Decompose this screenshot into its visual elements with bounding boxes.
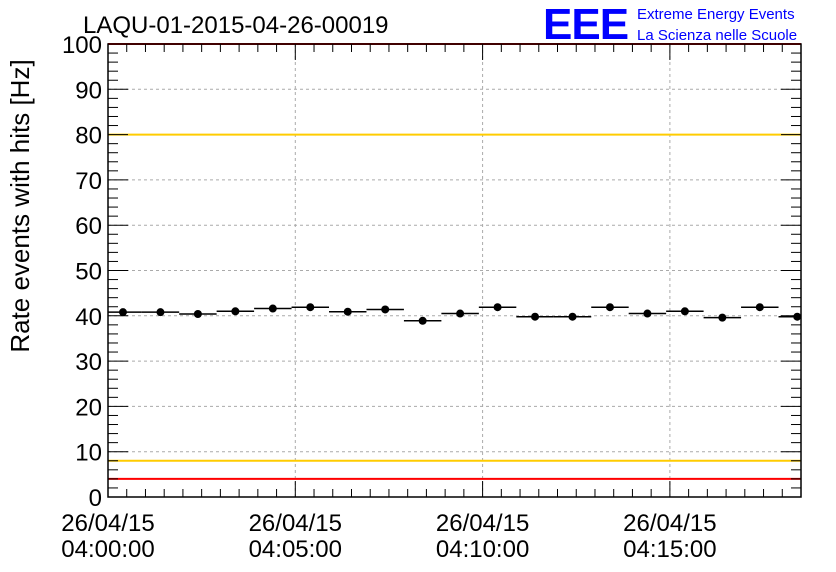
y-tick-label: 10 [75,440,102,467]
data-point [193,309,202,318]
y-tick-label: 90 [75,77,102,104]
y-tick-label: 0 [89,485,102,512]
x-tick-label-date: 26/04/15 [623,510,716,537]
x-tick-labels: 26/04/1504:00:0026/04/1504:05:0026/04/15… [61,510,716,563]
data-point [381,305,390,314]
x-tick-label-time: 04:00:00 [61,536,154,563]
y-tick-label: 100 [62,32,102,59]
y-axis-label: Rate events with hits [Hz] [5,59,35,352]
data-point [493,303,502,312]
data-point [605,303,614,312]
data-point [343,307,352,316]
data-points [108,303,802,325]
data-point [156,308,165,317]
data-point [680,307,689,316]
data-point [418,316,427,325]
x-tick-label-date: 26/04/15 [436,510,529,537]
x-tick-label-time: 04:15:00 [623,536,716,563]
y-tick-label: 70 [75,168,102,195]
y-tick-label: 60 [75,213,102,240]
x-tick-label-date: 26/04/15 [249,510,342,537]
y-tick-label: 40 [75,304,102,331]
data-point [643,309,652,318]
data-point [306,303,315,312]
x-tick-label-date: 26/04/15 [61,510,154,537]
y-tick-labels: 0 10 20 30 40 50 60 70 80 90 100 [62,32,102,512]
logo-mark: EEE [543,0,628,49]
data-point [755,303,764,312]
x-tick-label-time: 04:10:00 [436,536,529,563]
axis-ticks [107,43,802,498]
y-tick-label: 30 [75,349,102,376]
data-point [718,313,727,322]
data-point [118,308,127,317]
y-tick-label: 20 [75,394,102,421]
x-tick-label-time: 04:05:00 [249,536,342,563]
logo-line1: Extreme Energy Events [637,6,795,23]
eee-logo: EEE Extreme Energy Events La Scienza nel… [543,0,797,49]
data-point [268,304,277,313]
y-tick-label: 80 [75,123,102,150]
grid-lines [108,44,801,497]
y-tick-label: 50 [75,259,102,286]
data-point [793,312,802,321]
reference-lines [108,43,801,480]
logo-line2: La Scienza nelle Scuole [637,27,797,44]
chart-title: LAQU-01-2015-04-26-00019 [83,12,389,39]
data-point [568,312,577,321]
data-point [456,309,465,318]
data-point [531,312,540,321]
data-point [231,307,240,316]
